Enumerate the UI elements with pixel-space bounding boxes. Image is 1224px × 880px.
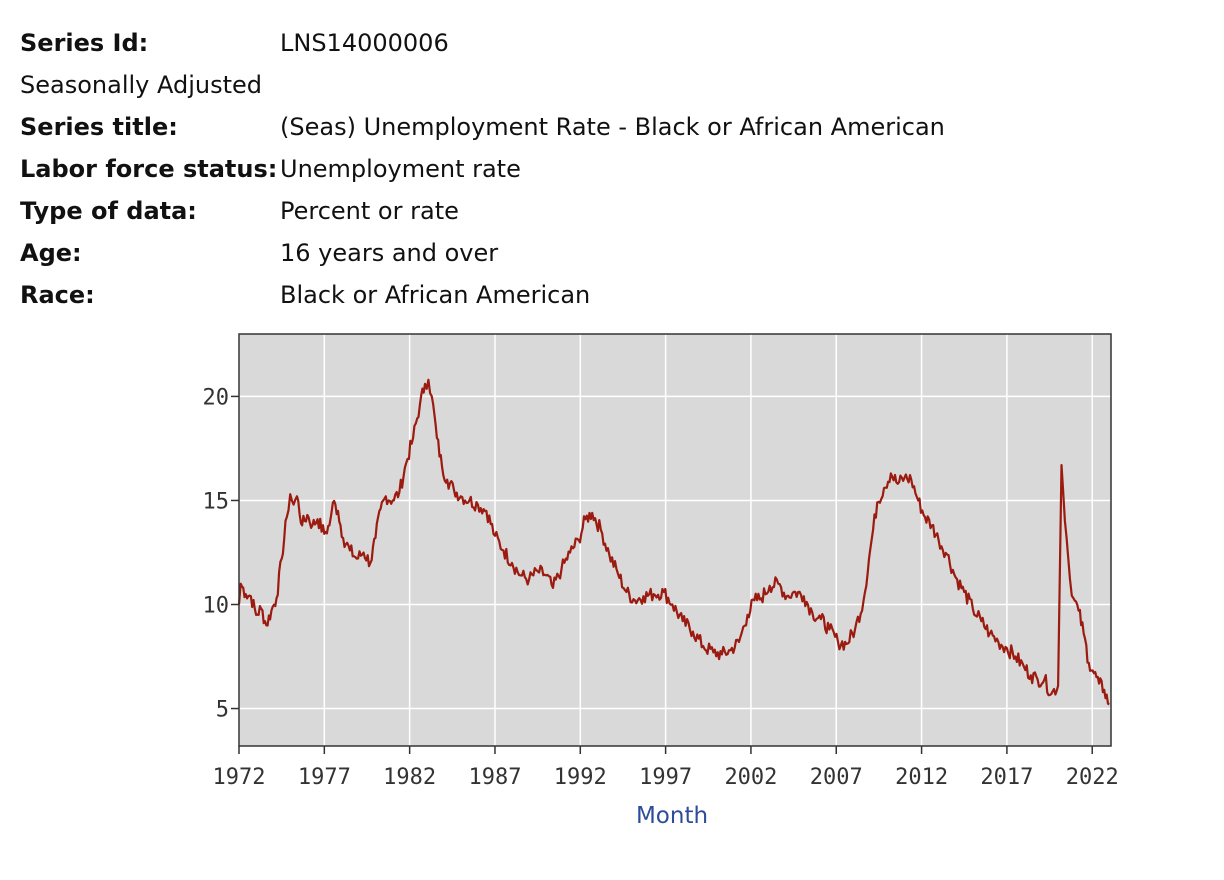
series-line bbox=[237, 378, 1110, 706]
x-tick-label: 1982 bbox=[383, 765, 436, 790]
plot-frame bbox=[238, 333, 1112, 747]
info-label: Labor force status: bbox=[20, 155, 278, 183]
x-tick-label: 2022 bbox=[1066, 765, 1119, 790]
info-value: Black or African American bbox=[280, 281, 591, 309]
x-axis: 1972 1977 1982 1987 1992 1997 2002 2007 2012 2017… bbox=[213, 746, 1119, 790]
x-tick-label: 1987 bbox=[468, 765, 521, 790]
info-label: Seasonally Adjusted bbox=[20, 71, 263, 99]
info-label: Type of data: bbox=[20, 197, 197, 225]
y-tick-label: 5 bbox=[216, 698, 229, 723]
x-tick-label: 1997 bbox=[639, 765, 692, 790]
x-axis-title: Month bbox=[636, 803, 708, 829]
x-tick-label: 2017 bbox=[980, 765, 1033, 790]
info-value: 16 years and over bbox=[280, 239, 499, 267]
x-tick-label: 2012 bbox=[895, 765, 948, 790]
x-tick-label: 1977 bbox=[298, 765, 351, 790]
info-label: Race: bbox=[20, 281, 95, 309]
x-tick-label: 2007 bbox=[810, 765, 863, 790]
x-tick-label: 1972 bbox=[213, 765, 266, 790]
x-tick-label: 2002 bbox=[724, 765, 777, 790]
info-value: (Seas) Unemployment Rate - Black or Afri… bbox=[280, 113, 945, 141]
plot-area bbox=[239, 334, 1111, 746]
info-label: Series title: bbox=[20, 113, 178, 141]
y-axis: 5 10 15 20 bbox=[203, 385, 239, 723]
info-label: Series Id: bbox=[20, 29, 149, 57]
info-label: Age: bbox=[20, 239, 82, 267]
x-tick-label: 1992 bbox=[554, 765, 607, 790]
info-value: Percent or rate bbox=[280, 197, 459, 225]
y-tick-label: 10 bbox=[203, 594, 230, 619]
grid bbox=[238, 334, 1111, 746]
y-tick-label: 20 bbox=[203, 385, 230, 410]
info-value: Unemployment rate bbox=[280, 155, 521, 183]
info-value: LNS14000006 bbox=[280, 29, 449, 57]
y-tick-label: 15 bbox=[203, 489, 230, 514]
